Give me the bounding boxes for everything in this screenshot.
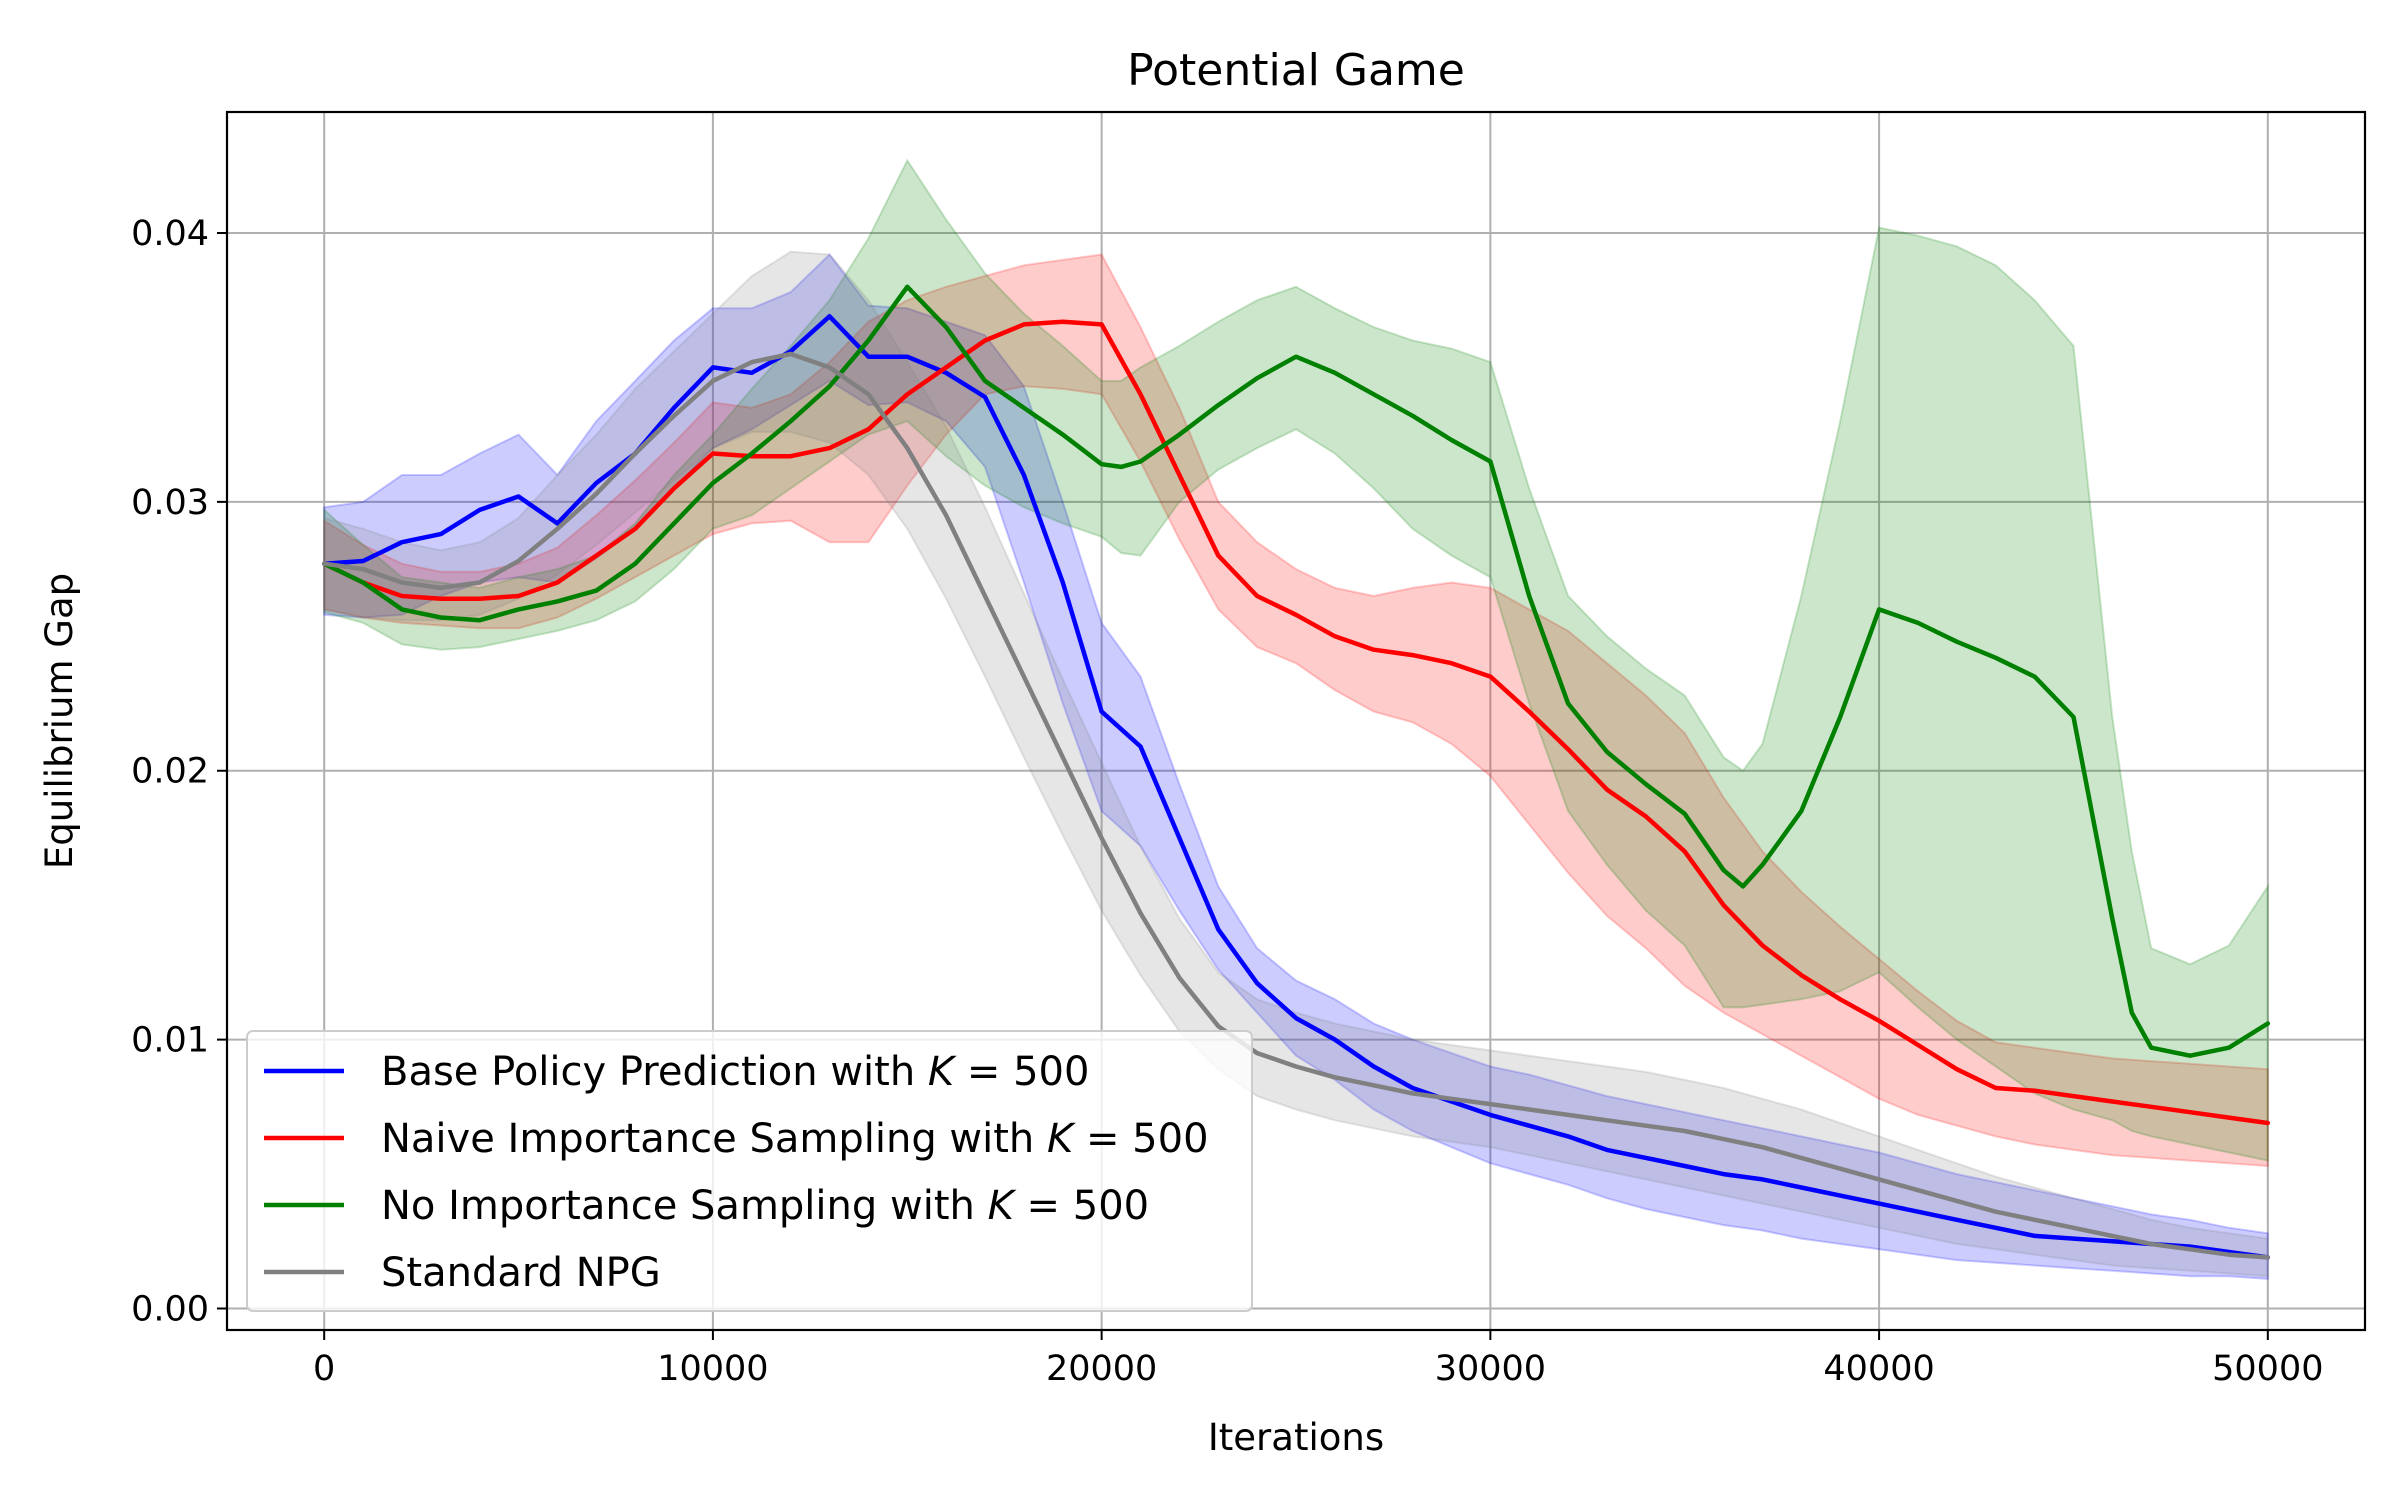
x-axis-ticks: 0 10000 20000 30000 40000 50000	[313, 1330, 2323, 1389]
y-tick-label: 0.01	[131, 1021, 209, 1061]
band-series-3	[323, 250, 2269, 1278]
y-tick-label: 0.04	[131, 214, 209, 254]
x-tick-label: 50000	[2212, 1349, 2323, 1389]
x-tick-label: 20000	[1046, 1349, 1157, 1389]
x-tick-label: 10000	[657, 1349, 768, 1389]
x-axis-label: Iterations	[1208, 1416, 1384, 1459]
legend: Base Policy Prediction with K = 500 Naive…	[246, 1030, 1253, 1312]
y-axis-label: Equilibrium Gap	[38, 573, 81, 869]
legend-label: No Importance Sampling with K = 500	[381, 1183, 1149, 1229]
legend-box	[246, 1030, 1253, 1312]
y-tick-label: 0.03	[131, 483, 209, 523]
series-lines	[321, 284, 2271, 1260]
legend-label: Standard NPG	[381, 1250, 661, 1296]
x-tick-label: 40000	[1823, 1349, 1934, 1389]
chart-title: Potential Game	[1127, 45, 1465, 96]
band-series-0	[323, 252, 2269, 1280]
y-axis-ticks: 0.00 0.01 0.02 0.03 0.04	[131, 214, 227, 1329]
y-tick-label: 0.02	[131, 752, 209, 792]
x-tick-label: 30000	[1435, 1349, 1546, 1389]
plot-frame	[225, 110, 2367, 1332]
confidence-bands	[323, 158, 2269, 1280]
x-tick-label: 0	[313, 1349, 335, 1389]
band-series-2	[323, 158, 2269, 1162]
line-series-1	[321, 319, 2271, 1126]
line-series-3	[321, 351, 2271, 1260]
y-tick-label: 0.00	[131, 1289, 209, 1329]
band-series-1	[323, 253, 2269, 1168]
legend-label: Base Policy Prediction with K = 500	[381, 1049, 1089, 1095]
line-series-2	[321, 284, 2271, 1058]
legend-label: Naive Importance Sampling with K = 500	[381, 1116, 1209, 1162]
